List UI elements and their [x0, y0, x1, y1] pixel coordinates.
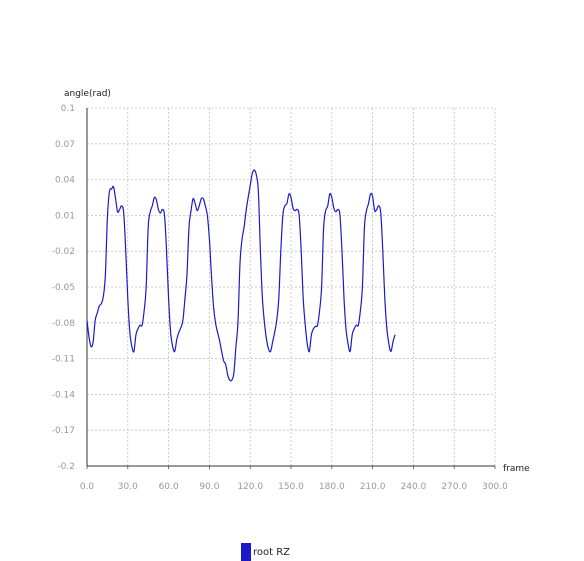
y-tick-label: -0.14 [52, 390, 76, 400]
chart-axes [86, 108, 496, 469]
y-tick-label: 0.01 [55, 211, 75, 221]
x-tick-label: 210.0 [360, 482, 386, 492]
x-tick-label: 240.0 [401, 482, 427, 492]
legend: root RZ [241, 543, 290, 561]
x-tick-label: 60.0 [159, 482, 179, 492]
y-tick-label: -0.11 [52, 355, 75, 365]
y-tick-label: 0.04 [55, 176, 75, 186]
legend-label-root-rz: root RZ [253, 546, 291, 558]
x-tick-label: 180.0 [319, 482, 345, 492]
x-tick-label: 300.0 [482, 482, 508, 492]
chart-grid [86, 107, 496, 467]
y-tick-label: -0.17 [52, 426, 75, 436]
x-tick-label: 30.0 [118, 482, 138, 492]
y-tick-label: -0.2 [57, 462, 75, 472]
y-tick-label: -0.02 [52, 247, 75, 257]
legend-swatch-root-rz [241, 543, 251, 561]
x-tick-label: 90.0 [199, 482, 219, 492]
y-tick-label: 0.1 [61, 104, 75, 114]
x-tick-label: 270.0 [441, 482, 467, 492]
y-axis-label: angle(rad) [64, 89, 111, 99]
chart-series [86, 169, 396, 382]
x-tick-label: 0.0 [80, 482, 95, 492]
x-tick-label: 150.0 [278, 482, 304, 492]
x-tick-label: 120.0 [237, 482, 263, 492]
x-axis-label: frame [503, 464, 530, 474]
y-tick-label: -0.08 [52, 319, 76, 329]
series-line-0 [86, 169, 396, 382]
x-tick-labels: 0.0 30.0 60.0 90.0 120.0 150.0 180.0 210.0 240.0… [80, 482, 508, 492]
y-tick-label: -0.05 [52, 283, 75, 293]
y-tick-labels: 0.1 0.07 0.04 0.01 -0.02 -0.05 -0.08 -0.11 -0.14… [52, 104, 76, 472]
y-tick-label: 0.07 [55, 140, 75, 150]
